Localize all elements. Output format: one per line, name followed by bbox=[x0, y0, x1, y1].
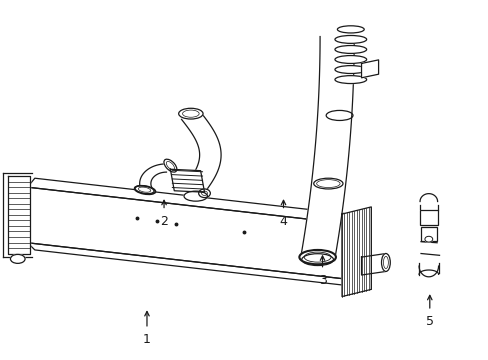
Text: 5: 5 bbox=[425, 315, 433, 328]
Text: 1: 1 bbox=[143, 333, 151, 346]
Ellipse shape bbox=[334, 76, 366, 84]
Polygon shape bbox=[361, 60, 378, 78]
Polygon shape bbox=[341, 207, 370, 297]
Ellipse shape bbox=[334, 36, 366, 43]
Polygon shape bbox=[140, 164, 166, 193]
FancyBboxPatch shape bbox=[419, 211, 437, 225]
Ellipse shape bbox=[381, 253, 389, 271]
Text: 4: 4 bbox=[279, 215, 287, 228]
FancyBboxPatch shape bbox=[420, 226, 436, 241]
Ellipse shape bbox=[334, 45, 366, 53]
Circle shape bbox=[198, 189, 210, 198]
Polygon shape bbox=[181, 112, 221, 198]
Ellipse shape bbox=[337, 26, 364, 33]
Ellipse shape bbox=[299, 250, 335, 264]
Circle shape bbox=[424, 236, 432, 242]
Ellipse shape bbox=[135, 186, 154, 194]
Text: 3: 3 bbox=[318, 274, 326, 287]
Polygon shape bbox=[300, 37, 353, 261]
Text: 2: 2 bbox=[160, 215, 168, 228]
Polygon shape bbox=[361, 253, 385, 275]
Polygon shape bbox=[27, 243, 348, 286]
Polygon shape bbox=[170, 169, 204, 192]
Polygon shape bbox=[8, 176, 30, 253]
Polygon shape bbox=[27, 187, 341, 279]
Ellipse shape bbox=[183, 191, 207, 201]
Ellipse shape bbox=[163, 159, 177, 172]
Ellipse shape bbox=[334, 66, 366, 73]
Polygon shape bbox=[27, 178, 348, 223]
Ellipse shape bbox=[10, 255, 25, 264]
Ellipse shape bbox=[178, 108, 203, 119]
Ellipse shape bbox=[334, 55, 366, 63]
